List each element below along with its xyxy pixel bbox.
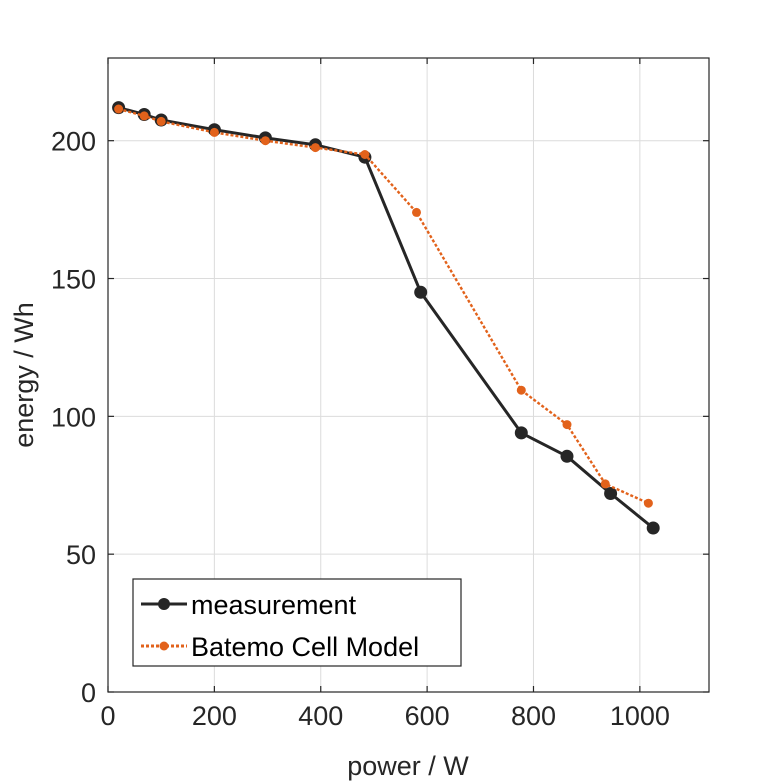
series-batemo-cell-model [114, 104, 653, 508]
x-tick-label: 1000 [610, 701, 670, 731]
x-axis-label: power / W [347, 751, 469, 781]
legend: measurement Batemo Cell Model [132, 578, 462, 667]
data-point-batemo-cell-model [260, 136, 270, 146]
legend-marker-batemo-cell-model [159, 641, 169, 651]
plot-frame [107, 57, 710, 693]
y-tick-label: 150 [51, 265, 96, 295]
y-tick-label: 50 [66, 540, 96, 570]
data-point-batemo-cell-model [209, 127, 219, 137]
data-point-batemo-cell-model [600, 479, 610, 489]
data-point-measurement [604, 487, 618, 500]
legend-label-measurement: measurement [191, 590, 357, 620]
data-point-measurement [646, 521, 660, 535]
legend-label-batemo-cell-model: Batemo Cell Model [191, 632, 419, 662]
data-point-batemo-cell-model [643, 498, 653, 508]
data-point-batemo-cell-model [114, 104, 124, 114]
legend-box [132, 578, 462, 667]
data-point-batemo-cell-model [562, 420, 572, 430]
series-layer [112, 101, 660, 535]
x-tick-label: 200 [192, 701, 237, 731]
legend-marker-measurement [158, 598, 170, 610]
grid [107, 58, 709, 693]
x-tick-label: 800 [511, 701, 556, 731]
data-point-batemo-cell-model [156, 116, 166, 126]
data-point-batemo-cell-model [360, 150, 370, 159]
data-point-measurement [514, 426, 528, 440]
data-point-measurement [414, 285, 428, 299]
data-point-batemo-cell-model [412, 207, 421, 217]
x-tick-label: 600 [405, 701, 450, 731]
data-point-batemo-cell-model [139, 111, 149, 121]
y-tick-label: 0 [81, 678, 96, 708]
x-tick-label: 0 [100, 701, 115, 731]
data-point-measurement [560, 449, 574, 463]
data-point-batemo-cell-model [310, 143, 320, 153]
y-axis-label: energy / Wh [9, 302, 39, 448]
data-point-batemo-cell-model [516, 385, 526, 395]
ticks: 0 200 400 600 800 1000 0 50 100 150 200 [51, 58, 709, 731]
y-tick-label: 200 [51, 127, 96, 157]
x-tick-label: 400 [298, 701, 343, 731]
y-tick-label: 100 [51, 402, 96, 432]
